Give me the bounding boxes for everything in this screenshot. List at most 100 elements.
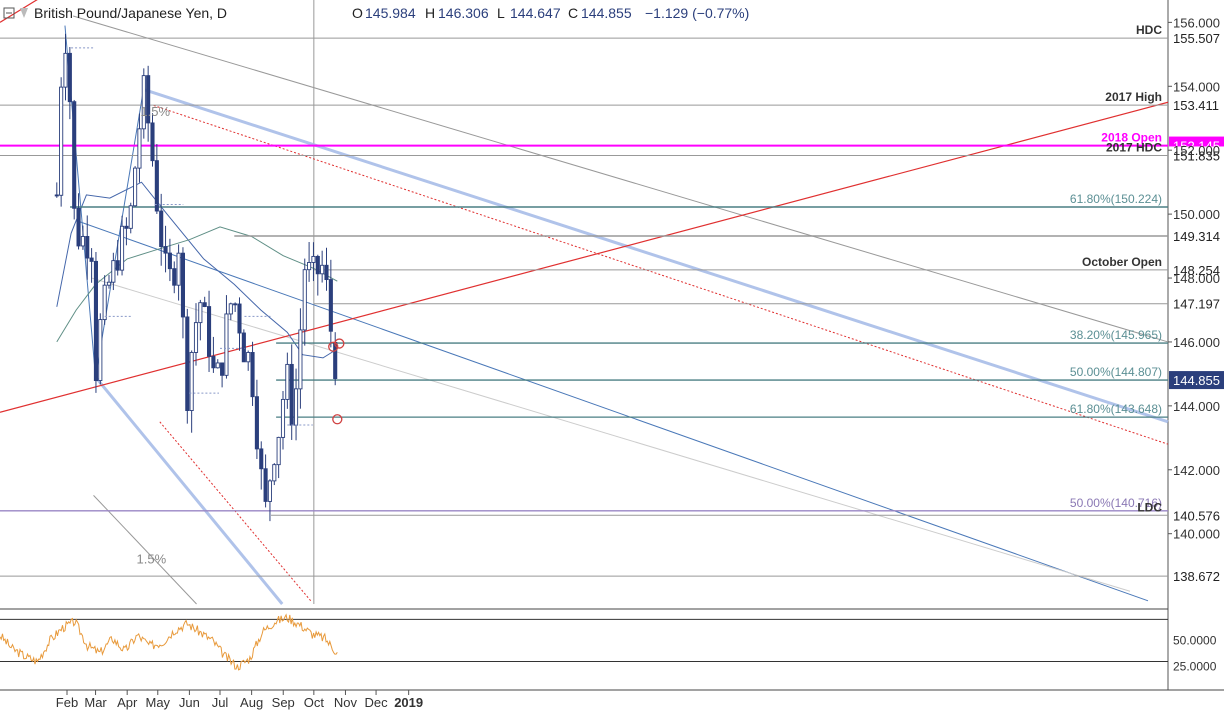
candle-19 (137, 113, 142, 183)
ohlc-label-2: L (497, 5, 505, 21)
x-tick-2: Apr (117, 695, 138, 710)
ohlc-change: −1.129 (−0.77%) (645, 5, 749, 21)
x-tick-0: Feb (56, 695, 78, 710)
level-tag-3: 151.835 (1173, 148, 1220, 163)
candle-body-19 (137, 128, 142, 169)
level-label-9: 50.00%(144.807) (1070, 365, 1162, 379)
candle-15 (119, 215, 125, 276)
candle-body-39 (224, 313, 229, 376)
candle-body-7 (85, 236, 90, 259)
candle-41 (233, 302, 238, 312)
candle-62 (324, 247, 329, 291)
y-tick-7: 154.000 (1173, 79, 1220, 94)
red-descending-line (0, 0, 38, 23)
candle-29 (180, 247, 186, 339)
candle-body-38 (220, 362, 225, 376)
candle-2 (63, 33, 68, 101)
candle-body-17 (128, 205, 133, 229)
candle-body-41 (233, 303, 238, 306)
level-tag-bg-13 (1169, 567, 1224, 586)
channel-lower-line (94, 376, 284, 605)
candle-5 (76, 193, 81, 250)
red-ascending-line (0, 101, 1169, 413)
candle-34 (202, 296, 207, 308)
candle-body-37 (215, 362, 220, 369)
candle-body-60 (315, 255, 320, 275)
level-tag-7: 147.197 (1173, 297, 1220, 312)
x-tick-8: Oct (304, 695, 325, 710)
y-tick-5: 150.000 (1173, 207, 1220, 222)
candle-28 (176, 244, 181, 301)
x-tick-6: Aug (240, 695, 263, 710)
candle-39 (224, 295, 229, 379)
y-tick-4: 148.000 (1173, 271, 1220, 286)
candle-48 (263, 454, 268, 508)
x-tick-4: Jun (179, 695, 200, 710)
chart-title: British Pound/Japanese Yen, D (34, 5, 227, 21)
candle-1 (59, 77, 64, 207)
annotation-pct-lower: 1.5% (137, 551, 167, 566)
candle-body-34 (202, 302, 207, 308)
candle-4 (72, 99, 77, 220)
candle-25 (163, 225, 168, 273)
y-tick-2: 144.000 (1173, 399, 1220, 414)
candle-body-57 (302, 269, 307, 331)
candle-body-59 (311, 255, 316, 263)
candle-12 (106, 274, 112, 289)
candle-body-36 (211, 355, 216, 369)
candle-body-50 (272, 464, 277, 482)
level-tag-bg-5 (1169, 227, 1224, 246)
candle-11 (102, 275, 107, 325)
candle-body-54 (289, 363, 294, 426)
candle-body-21 (146, 75, 151, 124)
level-tag-bg-3 (1169, 146, 1224, 165)
candle-body-64 (333, 342, 338, 379)
candle-body-58 (307, 262, 312, 271)
candle-50 (272, 463, 277, 486)
candle-10 (98, 313, 103, 385)
candle-47 (259, 441, 264, 490)
y-tick-3: 146.000 (1173, 335, 1220, 350)
candle-53 (285, 352, 290, 409)
candle-body-14 (115, 260, 120, 271)
candle-body-13 (111, 260, 116, 283)
annotation-pct-upper: 1.5% (140, 104, 170, 119)
level-tag-13: 138.672 (1173, 569, 1220, 584)
candle-body-45 (250, 352, 255, 398)
candle-21 (146, 65, 151, 142)
candle-body-0 (54, 194, 59, 197)
pitchfork-handle-2 (95, 89, 144, 378)
y-tick-0: 140.000 (1173, 527, 1220, 542)
candle-body-24 (159, 210, 164, 247)
candle-body-46 (254, 396, 259, 450)
candle-body-12 (106, 281, 112, 286)
symbol-flag-icon (20, 8, 28, 18)
candle-52 (280, 390, 286, 450)
ohlc-label-0: O (352, 5, 363, 21)
candle-40 (228, 302, 233, 321)
candle-36 (211, 336, 216, 373)
candle-18 (133, 166, 138, 207)
candle-body-18 (133, 167, 138, 207)
candle-46 (254, 379, 259, 459)
level-label-2: 2018 Open (1101, 131, 1162, 145)
candle-body-22 (150, 122, 155, 162)
candle-body-5 (76, 207, 81, 247)
candle-17 (128, 202, 133, 234)
candle-14 (115, 239, 120, 276)
level-label-12: LDC (1137, 500, 1162, 514)
candle-56 (298, 308, 303, 409)
rsi-tick-0: 25.0000 (1173, 660, 1217, 674)
candle-22 (150, 113, 155, 167)
candle-body-48 (263, 468, 268, 502)
collapse-icon (3, 7, 15, 19)
circle-marker-0 (328, 341, 339, 352)
candle-31 (189, 350, 194, 433)
candle-16 (124, 217, 129, 246)
x-tick-1: Mar (84, 695, 107, 710)
candle-20 (141, 68, 146, 139)
candle-35 (206, 290, 212, 372)
candle-body-27 (172, 268, 177, 286)
x-tick-11: 2019 (394, 695, 423, 710)
